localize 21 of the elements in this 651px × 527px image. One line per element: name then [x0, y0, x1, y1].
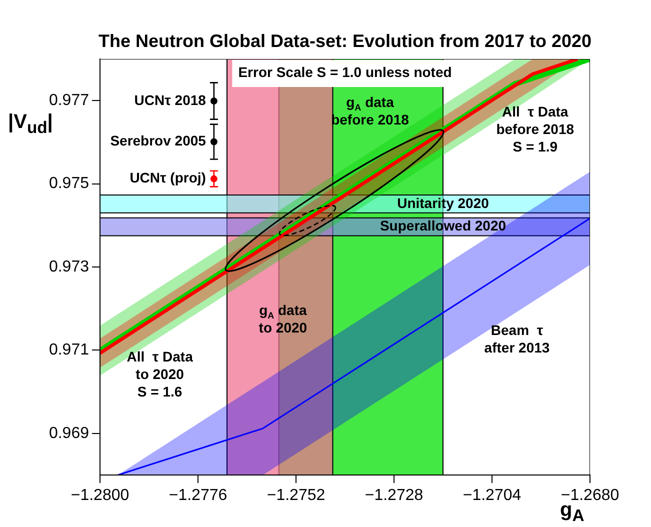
x-tick-label: −1.2704 — [462, 487, 522, 504]
annotation: All τ Data before 2018 S = 1.9 — [496, 103, 574, 154]
band-label: Superallowed 2020 — [380, 218, 506, 234]
y-axis-title: |V$_{ud}$| — [8, 111, 53, 137]
band-label: Unitarity 2020 — [397, 194, 490, 211]
series-label: UCNτ 2018 — [134, 92, 206, 108]
x-tick-label: −1.2776 — [168, 487, 228, 504]
x-tick-label: −1.2800 — [70, 487, 130, 504]
y-tick-label: 0.969 — [48, 424, 90, 442]
x-tick-label: −1.2752 — [266, 487, 326, 504]
series-label: UCNτ (proj) — [130, 170, 206, 186]
y-tick-label: 0.973 — [48, 258, 90, 276]
annotation: Beam τ after 2013 — [484, 322, 550, 356]
x-tick-label: −1.2728 — [364, 487, 424, 504]
annotation: Error Scale S = 1.0 unless noted — [238, 64, 452, 80]
y-tick-label: 0.975 — [48, 175, 90, 192]
annotation: All τ Data to 2020 S = 1.6 — [126, 348, 194, 400]
series-label: Serebrov 2005 — [110, 132, 206, 149]
chart-title: The Neutron Global Data-set: Evolution from 2017 to 2020 — [97, 31, 593, 51]
y-tick-label: 0.977 — [48, 92, 90, 110]
y-tick-label: 0.971 — [48, 342, 90, 359]
